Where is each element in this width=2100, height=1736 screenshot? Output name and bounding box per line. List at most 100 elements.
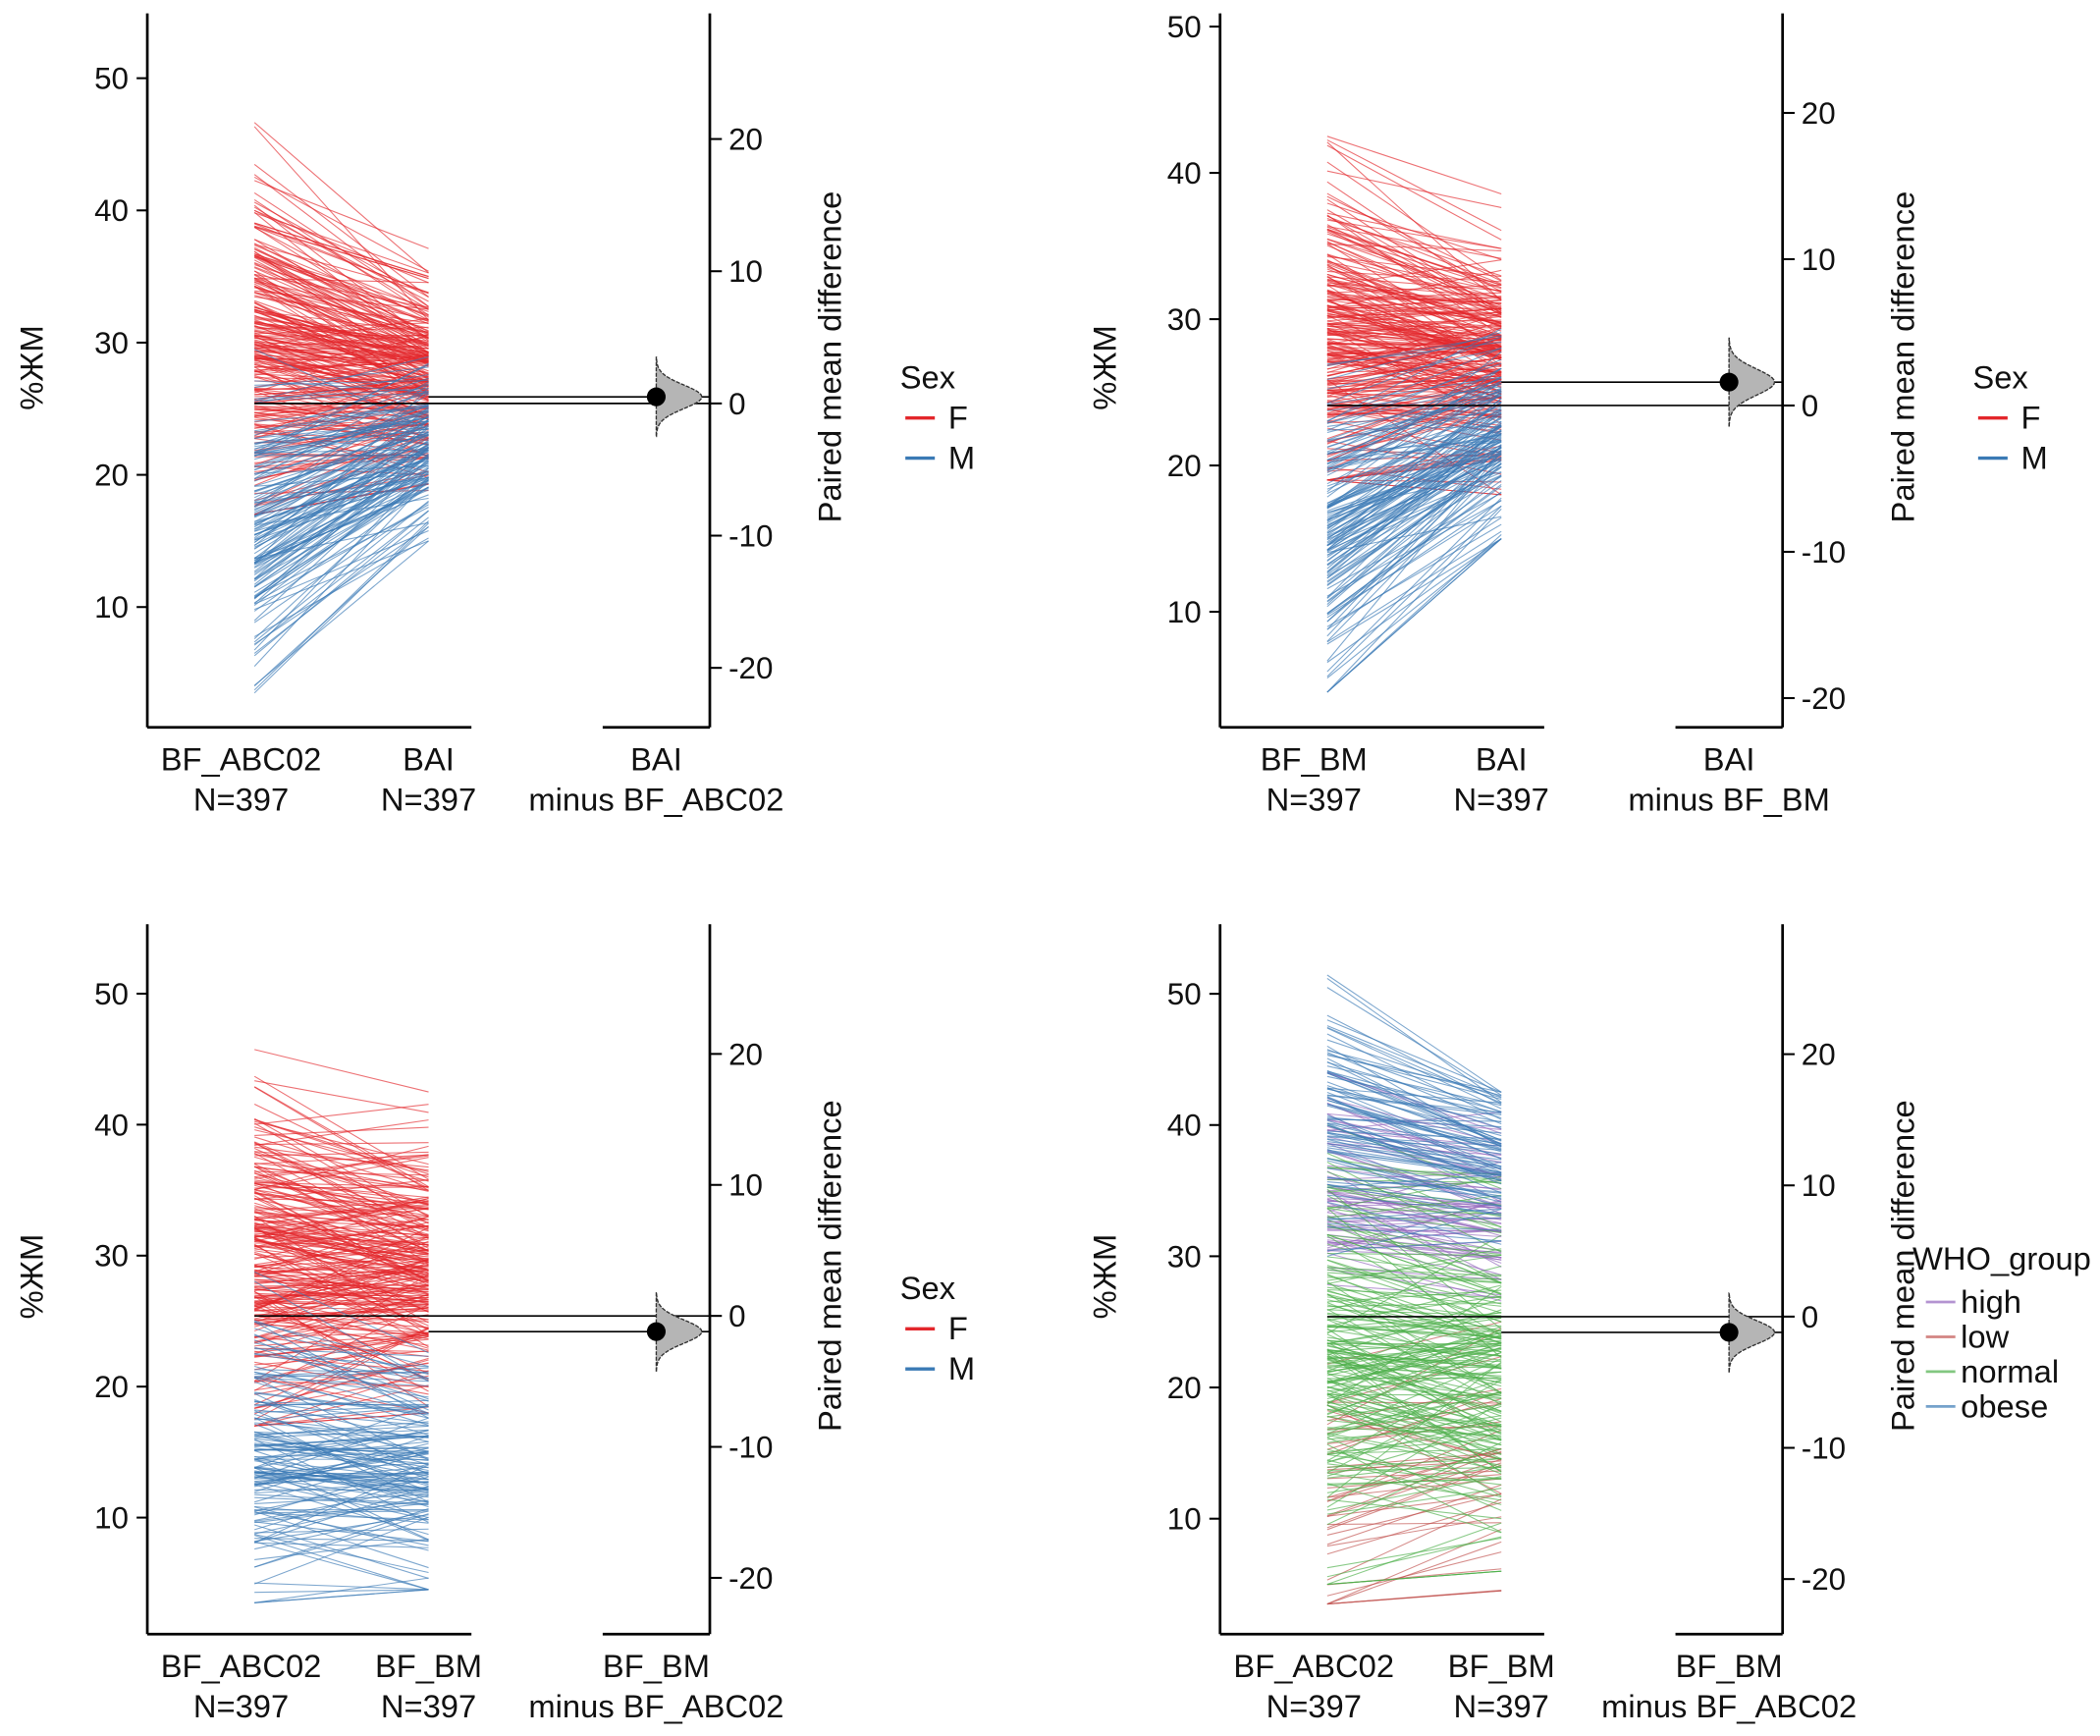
paired-line-F [254, 1270, 429, 1291]
paired-line-M [254, 1513, 429, 1568]
paired-line-F [253, 176, 429, 272]
paired-line-obese [1326, 1114, 1502, 1185]
paired-line-F [1326, 298, 1502, 301]
paired-line-F [254, 254, 429, 312]
paired-line-F [253, 126, 429, 321]
paired-line-M [253, 478, 429, 599]
paired-line-M [254, 392, 429, 402]
paired-line-high [1326, 1252, 1502, 1302]
paired-line-F [253, 286, 429, 357]
paired-line-F [254, 1221, 429, 1275]
paired-line-obese [1326, 1122, 1502, 1167]
paired-line-normal [1326, 1207, 1502, 1359]
paired-line-F [254, 1300, 429, 1306]
paired-line-M [254, 1521, 429, 1543]
paired-line-M [1326, 538, 1502, 693]
paired-line-M [253, 467, 429, 651]
paired-line-F [1326, 244, 1502, 319]
paired-line-high [1326, 1267, 1502, 1280]
diff-category-label: BAI [630, 740, 682, 777]
paired-line-obese [1326, 1138, 1502, 1181]
paired-line-normal [1326, 1448, 1502, 1454]
paired-line-normal [1326, 1434, 1502, 1471]
paired-line-F [254, 1163, 429, 1181]
paired-line-M [1326, 446, 1502, 566]
legend-label: obese [1961, 1387, 2048, 1424]
diff-category-sub-label: minus BF_ABC02 [1601, 1688, 1857, 1724]
paired-line-F [1326, 170, 1502, 208]
paired-line-M [1326, 505, 1502, 616]
paired-line-F [1326, 139, 1502, 232]
paired-line-F [1326, 279, 1502, 317]
paired-line-low [1326, 1528, 1502, 1605]
paired-line-M [253, 500, 429, 643]
paired-line-F [253, 301, 429, 380]
paired-line-obese [1326, 1026, 1502, 1104]
paired-line-M [254, 377, 429, 436]
category-label: BF_ABC02 [1233, 1648, 1394, 1684]
paired-line-F [254, 330, 429, 360]
paired-line-obese [1326, 1025, 1502, 1098]
paired-line-M [253, 482, 429, 562]
category-n-label: N=397 [381, 781, 476, 817]
paired-line-F [254, 1166, 429, 1188]
paired-line-M [254, 1447, 429, 1488]
paired-line-M [1326, 456, 1502, 546]
paired-line-F [1326, 192, 1502, 293]
paired-line-M [253, 520, 429, 691]
paired-line-F [1326, 290, 1502, 358]
paired-line-low [1326, 1551, 1502, 1597]
paired-line-M [254, 1446, 429, 1451]
paired-line-F [254, 1220, 429, 1227]
legend-title: Sex [1972, 359, 2028, 396]
paired-line-F [254, 1216, 429, 1260]
paired-line-M [1326, 500, 1502, 597]
paired-line-M [253, 437, 429, 530]
y-tick-label: 50 [94, 977, 129, 1011]
paired-line-obese [1326, 1100, 1502, 1150]
paired-line-F [254, 1270, 429, 1283]
paired-line-normal [1326, 1570, 1502, 1586]
paired-line-F [254, 222, 429, 278]
paired-line-M [253, 407, 429, 547]
paired-line-M [1326, 351, 1502, 493]
diff-tick-label: -20 [728, 651, 773, 685]
paired-line-low [1326, 1498, 1502, 1581]
paired-line-M [1326, 439, 1502, 454]
paired-line-normal [1326, 1265, 1502, 1311]
paired-line-normal [1326, 1267, 1502, 1277]
paired-line-F [254, 318, 429, 383]
paired-line-M [1326, 391, 1502, 546]
paired-line-normal [1326, 1341, 1502, 1364]
paired-line-F [254, 358, 429, 408]
paired-line-M [254, 1486, 429, 1522]
bootstrap-distribution [655, 1291, 703, 1372]
paired-line-M [1326, 392, 1502, 507]
paired-line-M [253, 433, 429, 503]
paired-line-M [1326, 396, 1502, 443]
paired-line-obese [1326, 1050, 1502, 1097]
legend-label: M [2021, 439, 2048, 475]
paired-line-F [253, 274, 429, 375]
paired-line-M [253, 410, 429, 509]
paired-line-obese [1326, 1181, 1502, 1198]
paired-line-M [254, 1435, 429, 1446]
chart-panel-3: 10 20 30 40 50 %ЖМ BF_ABC02 N=397 BF_BM N=397 -20 -… [14, 924, 975, 1724]
paired-line-F [1326, 347, 1502, 351]
paired-line-normal [1326, 1226, 1502, 1252]
legend-label: F [948, 1310, 968, 1346]
mean-difference-point [646, 387, 666, 407]
paired-line-M [253, 537, 429, 637]
paired-line-F [254, 277, 429, 340]
paired-line-F [253, 206, 429, 310]
paired-line-normal [1326, 1466, 1502, 1472]
paired-line-F [1326, 260, 1502, 298]
paired-line-M [254, 1348, 429, 1357]
paired-line-M [254, 1405, 429, 1413]
paired-line-normal [1326, 1344, 1502, 1383]
y-axis-label: %ЖМ [14, 325, 50, 410]
diff-category-label: BF_BM [603, 1648, 710, 1684]
paired-line-F [253, 1182, 429, 1251]
paired-line-M [254, 1471, 429, 1494]
paired-line-normal [1326, 1332, 1502, 1369]
